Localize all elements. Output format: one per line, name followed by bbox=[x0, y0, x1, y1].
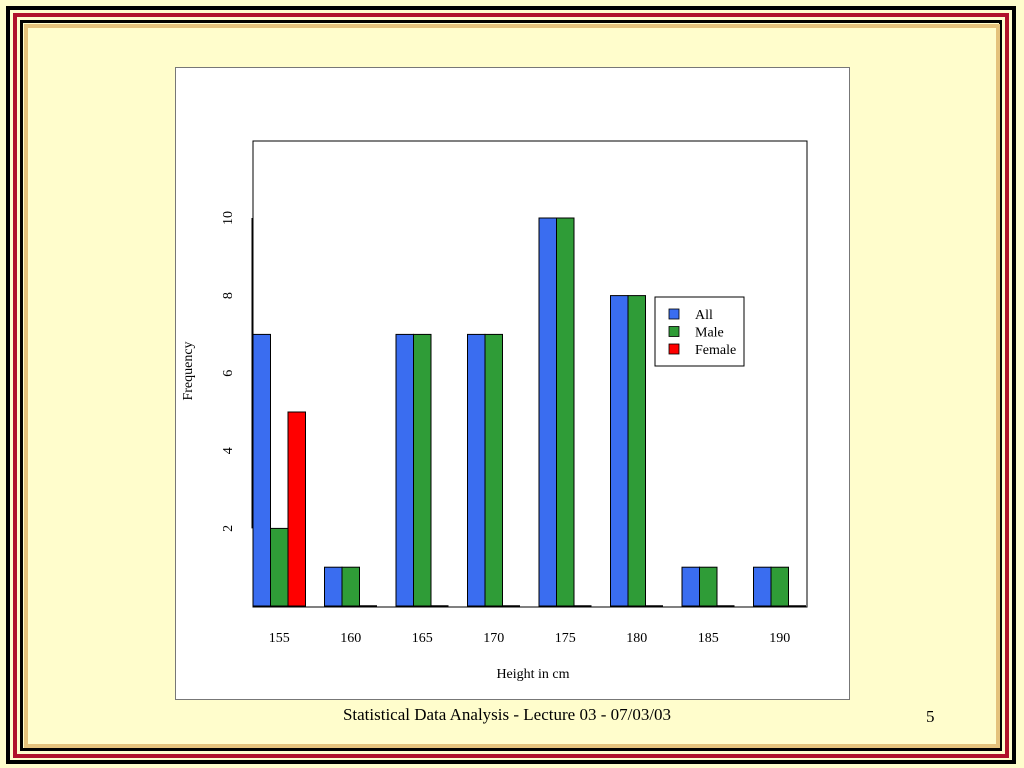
y-tick-label-10: 10 bbox=[221, 211, 236, 225]
slide-frame-gold bbox=[24, 24, 1000, 748]
x-tick-label-160: 160 bbox=[340, 631, 361, 646]
legend-swatch-female bbox=[668, 343, 680, 355]
footer-label: Statistical Data Analysis - Lecture 03 -… bbox=[342, 705, 672, 724]
slide-frame-red bbox=[13, 13, 1009, 758]
bar-all-165 bbox=[395, 333, 414, 607]
y-tick-label-8: 8 bbox=[221, 292, 236, 299]
legend-label-all: All bbox=[695, 308, 713, 323]
bar-all-170 bbox=[467, 333, 486, 607]
plot-area-box bbox=[252, 140, 808, 608]
legend-swatch-all bbox=[668, 308, 680, 320]
y-tick-label-2: 2 bbox=[221, 525, 236, 532]
legend-label-male: Male bbox=[695, 326, 724, 341]
bar-chart: 155 160 165 170 175 180 185 190 2 4 6 8 10 Height in … bbox=[181, 140, 808, 682]
bar-male-160 bbox=[341, 566, 360, 607]
bar-all-185 bbox=[681, 566, 700, 607]
slide-frame-outer bbox=[6, 6, 1016, 764]
x-tick-label-180: 180 bbox=[626, 631, 647, 646]
x-tick-label-175: 175 bbox=[555, 631, 576, 646]
bar-male-175 bbox=[556, 217, 575, 607]
slide-footer: Statistical Data Analysis - Lecture 03 -… bbox=[0, 705, 1024, 725]
bar-all-175 bbox=[538, 217, 557, 607]
page-number: 5 bbox=[926, 707, 935, 726]
x-tick-label-170: 170 bbox=[483, 631, 504, 646]
bar-male-190 bbox=[770, 566, 789, 607]
x-axis-label: Height in cm bbox=[496, 667, 569, 682]
bar-male-185 bbox=[699, 566, 718, 607]
bar-all-155 bbox=[252, 333, 271, 607]
y-axis-label: Frequency bbox=[181, 341, 196, 400]
bar-all-180 bbox=[610, 295, 629, 607]
x-tick-label-165: 165 bbox=[412, 631, 433, 646]
bar-female-155 bbox=[287, 411, 306, 607]
slide-frame-inner bbox=[20, 20, 1002, 751]
legend-swatch-male bbox=[668, 326, 680, 337]
bar-male-165 bbox=[413, 333, 432, 607]
bar-male-155 bbox=[270, 527, 289, 607]
bar-male-180 bbox=[627, 295, 646, 607]
legend-label-female: Female bbox=[695, 343, 736, 358]
y-tick-label-4: 4 bbox=[221, 447, 236, 454]
x-tick-label-185: 185 bbox=[698, 631, 719, 646]
bar-all-190 bbox=[753, 566, 772, 607]
bar-male-170 bbox=[484, 333, 503, 607]
y-tick-label-6: 6 bbox=[221, 370, 236, 377]
bar-all-160 bbox=[324, 566, 343, 607]
x-tick-label-155: 155 bbox=[269, 631, 290, 646]
x-tick-label-190: 190 bbox=[769, 631, 790, 646]
